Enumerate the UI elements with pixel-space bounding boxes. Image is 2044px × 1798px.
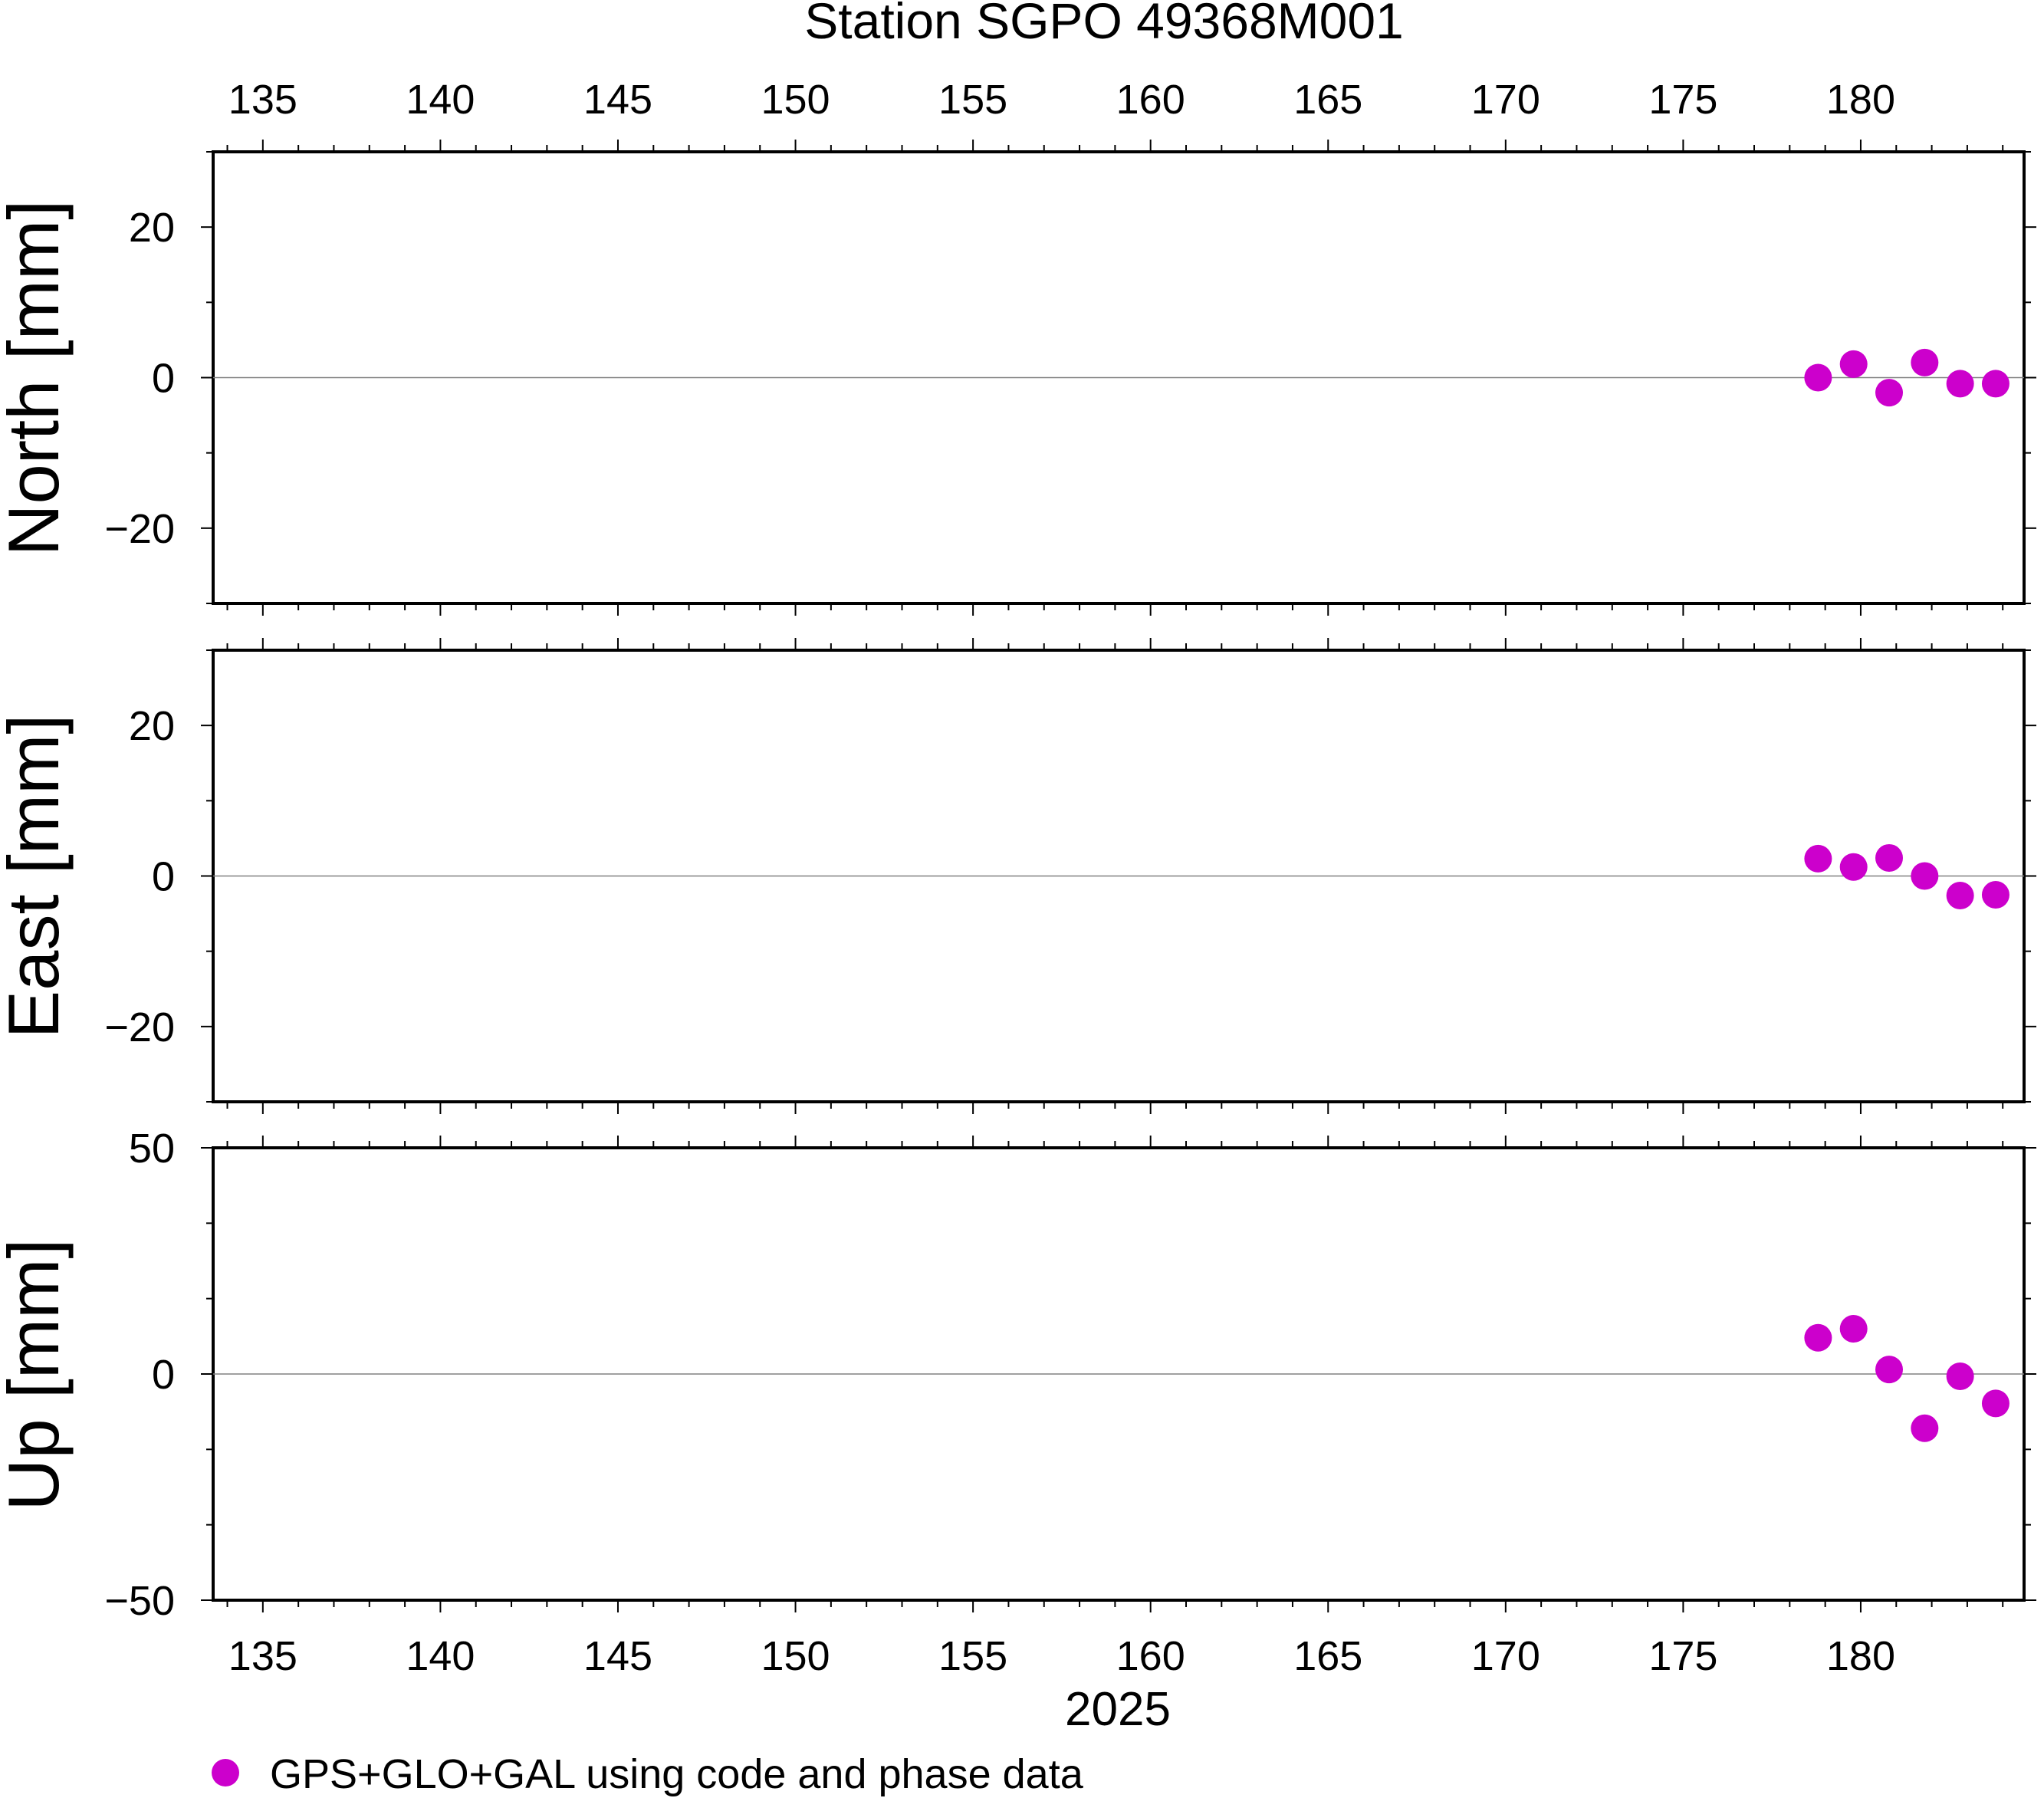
bottom-x-tick-label: 150 — [761, 1633, 830, 1679]
top-x-tick-label: 175 — [1648, 77, 1717, 123]
bottom-x-tick-label: 145 — [583, 1633, 652, 1679]
up-y-axis-label: Up [mm] — [0, 1238, 74, 1510]
top-x-tick-label: 160 — [1116, 77, 1185, 123]
up-panel: Up [mm] −50 0 50 — [0, 1126, 2036, 1624]
bottom-x-axis: 135 140 145 150 155 160 165 170 175 180 — [226, 1600, 2004, 1679]
east-y-tick-label: −20 — [104, 1004, 175, 1050]
east-data-point — [1911, 862, 1939, 890]
up-data-point — [1839, 1315, 1868, 1343]
east-data-point — [1839, 853, 1868, 881]
east-data-point — [1946, 882, 1974, 910]
legend: GPS+GLO+GAL using code and phase data — [212, 1751, 1084, 1797]
north-y-tick-label: −20 — [104, 506, 175, 552]
top-x-tick-label: 135 — [228, 77, 297, 123]
east-data-point — [1804, 844, 1832, 873]
top-x-tick-label: 170 — [1471, 77, 1540, 123]
up-y-tick-label: −50 — [104, 1578, 175, 1624]
bottom-x-tick-label: 160 — [1116, 1633, 1185, 1679]
north-y-tick-label: 0 — [152, 356, 175, 402]
up-y-tick-label: 50 — [129, 1126, 175, 1172]
north-panel: North [mm] −20 0 20 — [0, 150, 2036, 616]
legend-marker — [212, 1759, 239, 1786]
chart-title: Station SGPO 49368M001 — [804, 0, 1404, 49]
bottom-x-tick-label: 175 — [1648, 1633, 1717, 1679]
bottom-x-tick-label: 155 — [938, 1633, 1007, 1679]
east-panel: East [mm] −20 0 20 — [0, 638, 2036, 1114]
top-x-tick-label: 165 — [1293, 77, 1362, 123]
bottom-x-tick-label: 165 — [1293, 1633, 1362, 1679]
north-y-tick-label: 20 — [129, 205, 175, 251]
top-x-tick-label: 155 — [938, 77, 1007, 123]
bottom-x-tick-label: 170 — [1471, 1633, 1540, 1679]
north-data-point — [1911, 348, 1939, 376]
top-x-tick-label: 140 — [406, 77, 475, 123]
up-data-point — [1911, 1414, 1939, 1442]
top-x-axis: 135 140 145 150 155 160 165 170 175 180 — [226, 77, 2004, 152]
north-y-axis-label: North [mm] — [0, 200, 74, 557]
north-data-point — [1981, 370, 2009, 398]
up-y-tick-label: 0 — [152, 1352, 175, 1398]
east-y-axis-label: East [mm] — [0, 714, 74, 1038]
up-data-point — [1804, 1323, 1832, 1352]
bottom-x-tick-label: 180 — [1826, 1633, 1895, 1679]
x-axis-label: 2025 — [1065, 1683, 1171, 1736]
east-y-tick-label: 20 — [129, 703, 175, 749]
bottom-x-tick-label: 135 — [228, 1633, 297, 1679]
east-y-tick-label: 0 — [152, 854, 175, 900]
up-data-point — [1946, 1362, 1974, 1390]
top-x-tick-label: 180 — [1826, 77, 1895, 123]
up-data-point — [1875, 1356, 1904, 1384]
up-data-point — [1981, 1389, 2009, 1418]
top-x-tick-label: 150 — [761, 77, 830, 123]
east-data-point — [1981, 881, 2009, 909]
north-data-point — [1804, 363, 1832, 392]
legend-label: GPS+GLO+GAL using code and phase data — [270, 1751, 1084, 1797]
north-data-point — [1946, 370, 1974, 398]
north-data-point — [1875, 379, 1904, 407]
top-x-tick-label: 145 — [583, 77, 652, 123]
north-data-point — [1839, 350, 1868, 378]
east-data-point — [1875, 843, 1904, 872]
bottom-x-tick-label: 140 — [406, 1633, 475, 1679]
